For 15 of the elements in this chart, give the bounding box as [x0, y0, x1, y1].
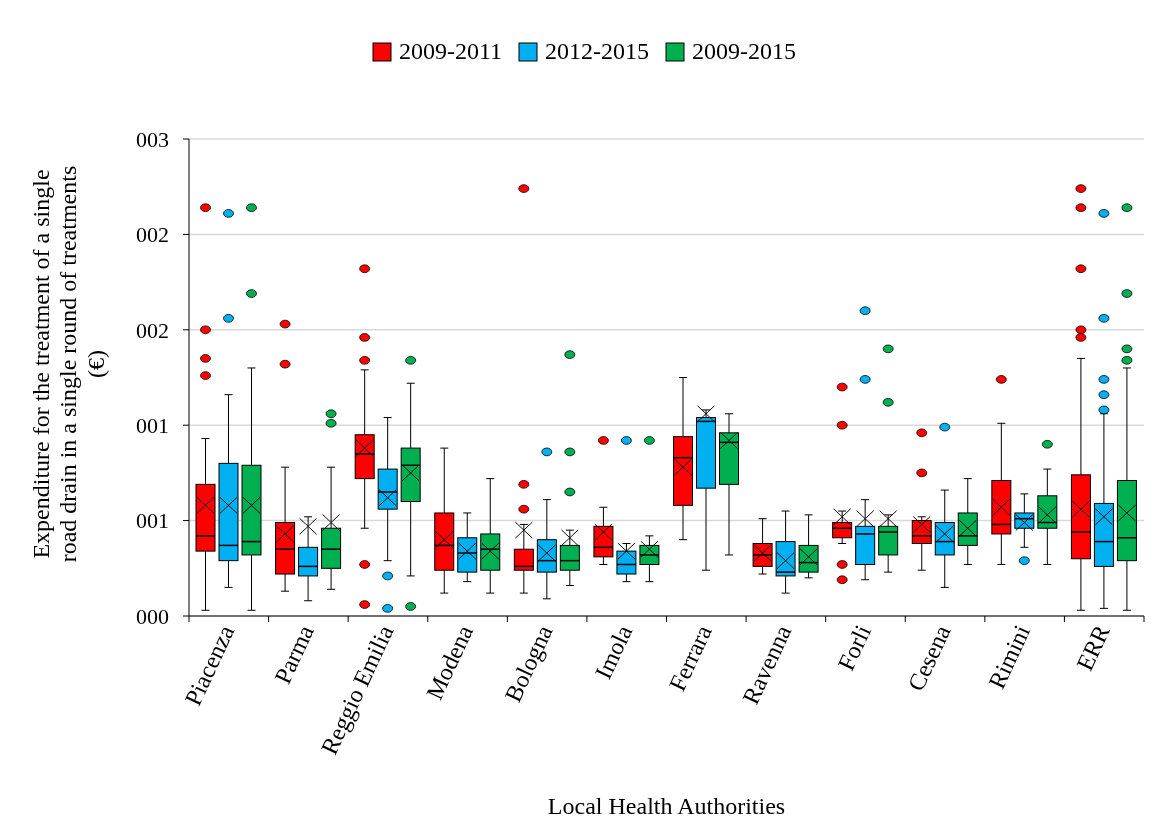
x-tick-label: Parma [269, 620, 320, 688]
x-tick-label: Imola [590, 620, 638, 683]
x-tick-label: Forli [832, 620, 877, 675]
y-tick-label: 003 [136, 126, 169, 152]
x-axis-title: Local Health Authorities [547, 793, 786, 819]
x-tick-label: ERR [1071, 621, 1115, 675]
legend-label: 2012-2015 [545, 38, 650, 65]
legend-label: 2009-2011 [398, 38, 503, 65]
y-axis-title: Expenditure for the treatment of a single road drain in a single round of treatments (€) [27, 165, 109, 563]
y-tick-label: 002 [136, 317, 169, 343]
y-tick-label: 002 [136, 222, 169, 248]
y-tick-label: 001 [136, 413, 169, 439]
y-tick-label: 000 [136, 603, 169, 629]
legend-label: 2009-2015 [692, 38, 797, 65]
y-tick-label: 001 [136, 508, 169, 534]
